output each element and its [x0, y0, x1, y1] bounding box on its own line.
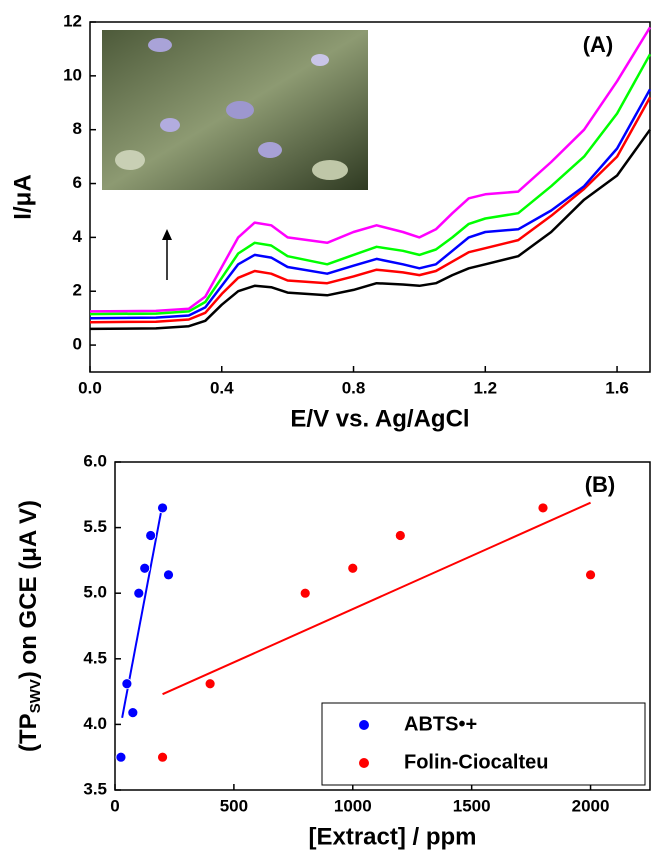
legend-marker: [359, 720, 369, 730]
x-tick-label: 1000: [334, 796, 372, 815]
legend-marker: [359, 758, 369, 768]
data-point: [395, 530, 405, 540]
y-tick-label: 0: [73, 335, 82, 354]
y-tick-label: 5.0: [83, 583, 107, 602]
x-tick-label: 0.0: [78, 378, 102, 397]
y-tick-label: 3.5: [83, 779, 107, 798]
y-tick-label: 5.5: [83, 517, 107, 536]
x-axis-title: E/V vs. Ag/AgCl: [290, 405, 469, 432]
x-tick-label: 1500: [453, 796, 491, 815]
data-point: [146, 530, 156, 540]
y-axis-title-rest: ) on GCE (μA V): [15, 500, 42, 679]
panel-label: (A): [583, 32, 614, 57]
x-tick-label: 500: [220, 796, 248, 815]
fit-line: [163, 503, 591, 695]
x-tick-label: 1.6: [605, 378, 629, 397]
data-point: [122, 679, 132, 689]
y-tick-label: 12: [63, 11, 82, 30]
x-tick-label: 0: [110, 796, 119, 815]
x-tick-label: 2000: [572, 796, 610, 815]
data-point: [348, 563, 358, 573]
y-tick-label: 4.5: [83, 648, 107, 667]
panel-label: (B): [585, 472, 616, 497]
photo: [102, 30, 368, 190]
y-axis-title-sub: SWV: [27, 679, 44, 713]
data-point: [586, 570, 596, 580]
data-point: [205, 679, 215, 689]
data-point: [116, 752, 126, 762]
x-axis-title: [Extract] / ppm: [308, 823, 476, 850]
y-tick-label: 6.0: [83, 451, 107, 470]
y-tick-label: 6: [73, 173, 82, 192]
y-tick-label: 8: [73, 119, 82, 138]
legend-label: ABTS•+: [404, 713, 477, 735]
data-point: [300, 588, 310, 598]
x-tick-label: 0.8: [342, 378, 366, 397]
y-axis-title: I/μA: [9, 174, 36, 219]
figure: 0.0 0.4 0.8 1.2 1.6 0 2 4 6 8 10 12 E/V vs. Ag/AgCl I…: [0, 0, 652, 853]
data-point: [128, 708, 138, 718]
arrow: [162, 229, 172, 280]
data-point: [158, 503, 168, 513]
y-tick-label: 4: [73, 227, 83, 246]
y-axis-title: (TPSWV) on GCE (μA V): [15, 500, 44, 752]
y-tick-label: 10: [63, 65, 82, 84]
y-axis-title-main: (TP: [15, 713, 42, 752]
x-tick-label: 1.2: [473, 378, 497, 397]
data-point: [164, 570, 174, 580]
data-point: [140, 563, 150, 573]
x-tick-label: 0.4: [210, 378, 234, 397]
data-point: [158, 752, 168, 762]
data-point: [538, 503, 548, 513]
y-tick-label: 2: [73, 281, 82, 300]
legend-label: Folin-Ciocalteu: [404, 751, 548, 773]
data-point: [134, 588, 144, 598]
y-tick-label: 4.0: [83, 714, 107, 733]
